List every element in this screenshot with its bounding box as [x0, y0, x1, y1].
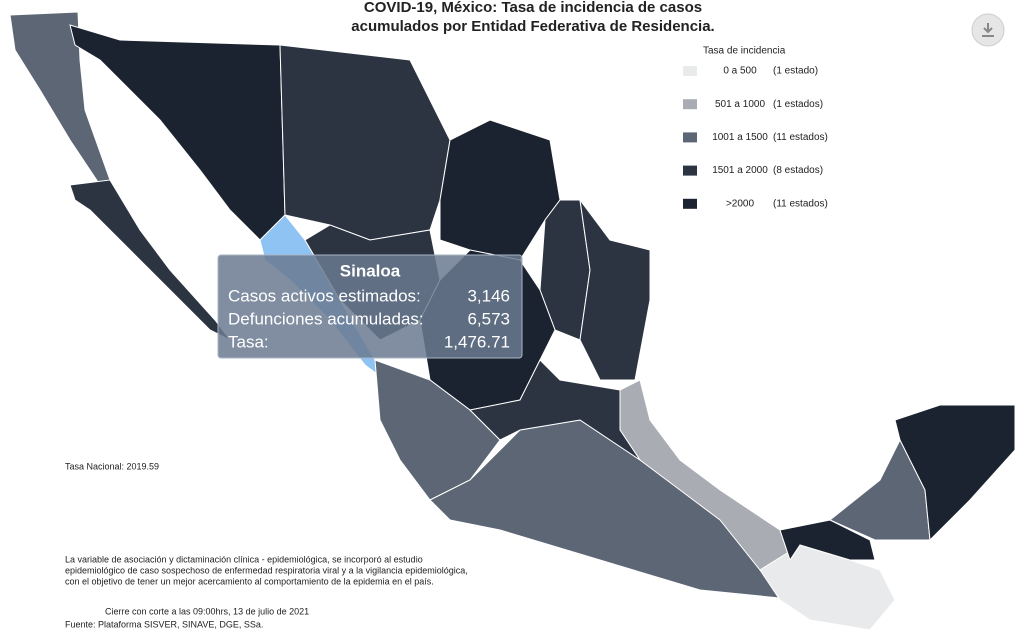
legend-count: (1 estados): [773, 99, 823, 110]
legend-range: 0 a 500: [723, 66, 757, 77]
title-line: COVID-19, México: Tasa de incidencia de …: [364, 0, 702, 16]
legend-range: 1501 a 2000: [712, 165, 768, 176]
legend: Tasa de incidencia 0 a 500 (1 estado) 501 …: [683, 46, 828, 209]
tooltip-value: 1,476.71: [444, 332, 510, 351]
tooltip-value: 3,146: [467, 286, 510, 305]
note-line: con el objetivo de tener un mejor acerca…: [65, 576, 434, 586]
legend-swatch: [683, 165, 697, 176]
tooltip-label: Tasa:: [228, 332, 269, 351]
state: [468, 359, 641, 461]
note-line: La variable de asociación y dictaminació…: [65, 554, 423, 564]
state: [894, 404, 1015, 542]
tooltip: Sinaloa Casos activos estimados: 3,146 Def…: [217, 254, 523, 359]
legend-count: (11 estados): [773, 132, 828, 143]
legend-range: >2000: [726, 198, 755, 209]
legend-swatch: [683, 66, 697, 76]
tooltip-title: Sinaloa: [340, 261, 401, 280]
state: [69, 24, 286, 241]
tooltip-box: [217, 254, 523, 359]
legend-count: (8 estados): [773, 165, 823, 176]
title-line: acumulados por Entidad Federativa de Res…: [351, 18, 714, 35]
note-line: epidemiológico de caso sospechoso de enf…: [65, 565, 468, 575]
download-icon: [982, 23, 994, 37]
legend-swatch: [683, 132, 697, 143]
legend-title: Tasa de incidencia: [703, 46, 786, 57]
download-button[interactable]: [971, 13, 1005, 47]
national-rate: Tasa Nacional: 2019.59: [65, 461, 159, 471]
legend-count: (11 estados): [773, 198, 828, 209]
cutoff: Cierre con corte a las 09:00hrs, 13 de j…: [105, 606, 309, 616]
tooltip-label: Casos activos estimados:: [228, 286, 421, 305]
tooltip-value: 6,573: [467, 309, 510, 328]
legend-range: 1001 a 1500: [712, 132, 768, 143]
legend-count: (1 estado): [773, 66, 818, 77]
source: Fuente: Plataforma SISVER, SINAVE, DGE, …: [65, 619, 263, 629]
state: [69, 179, 231, 341]
legend-swatch: [683, 198, 697, 209]
legend-range: 501 a 1000: [715, 99, 765, 110]
tooltip-label: Defunciones acumuladas:: [228, 309, 424, 328]
legend-swatch: [683, 99, 697, 110]
state: [579, 199, 651, 381]
